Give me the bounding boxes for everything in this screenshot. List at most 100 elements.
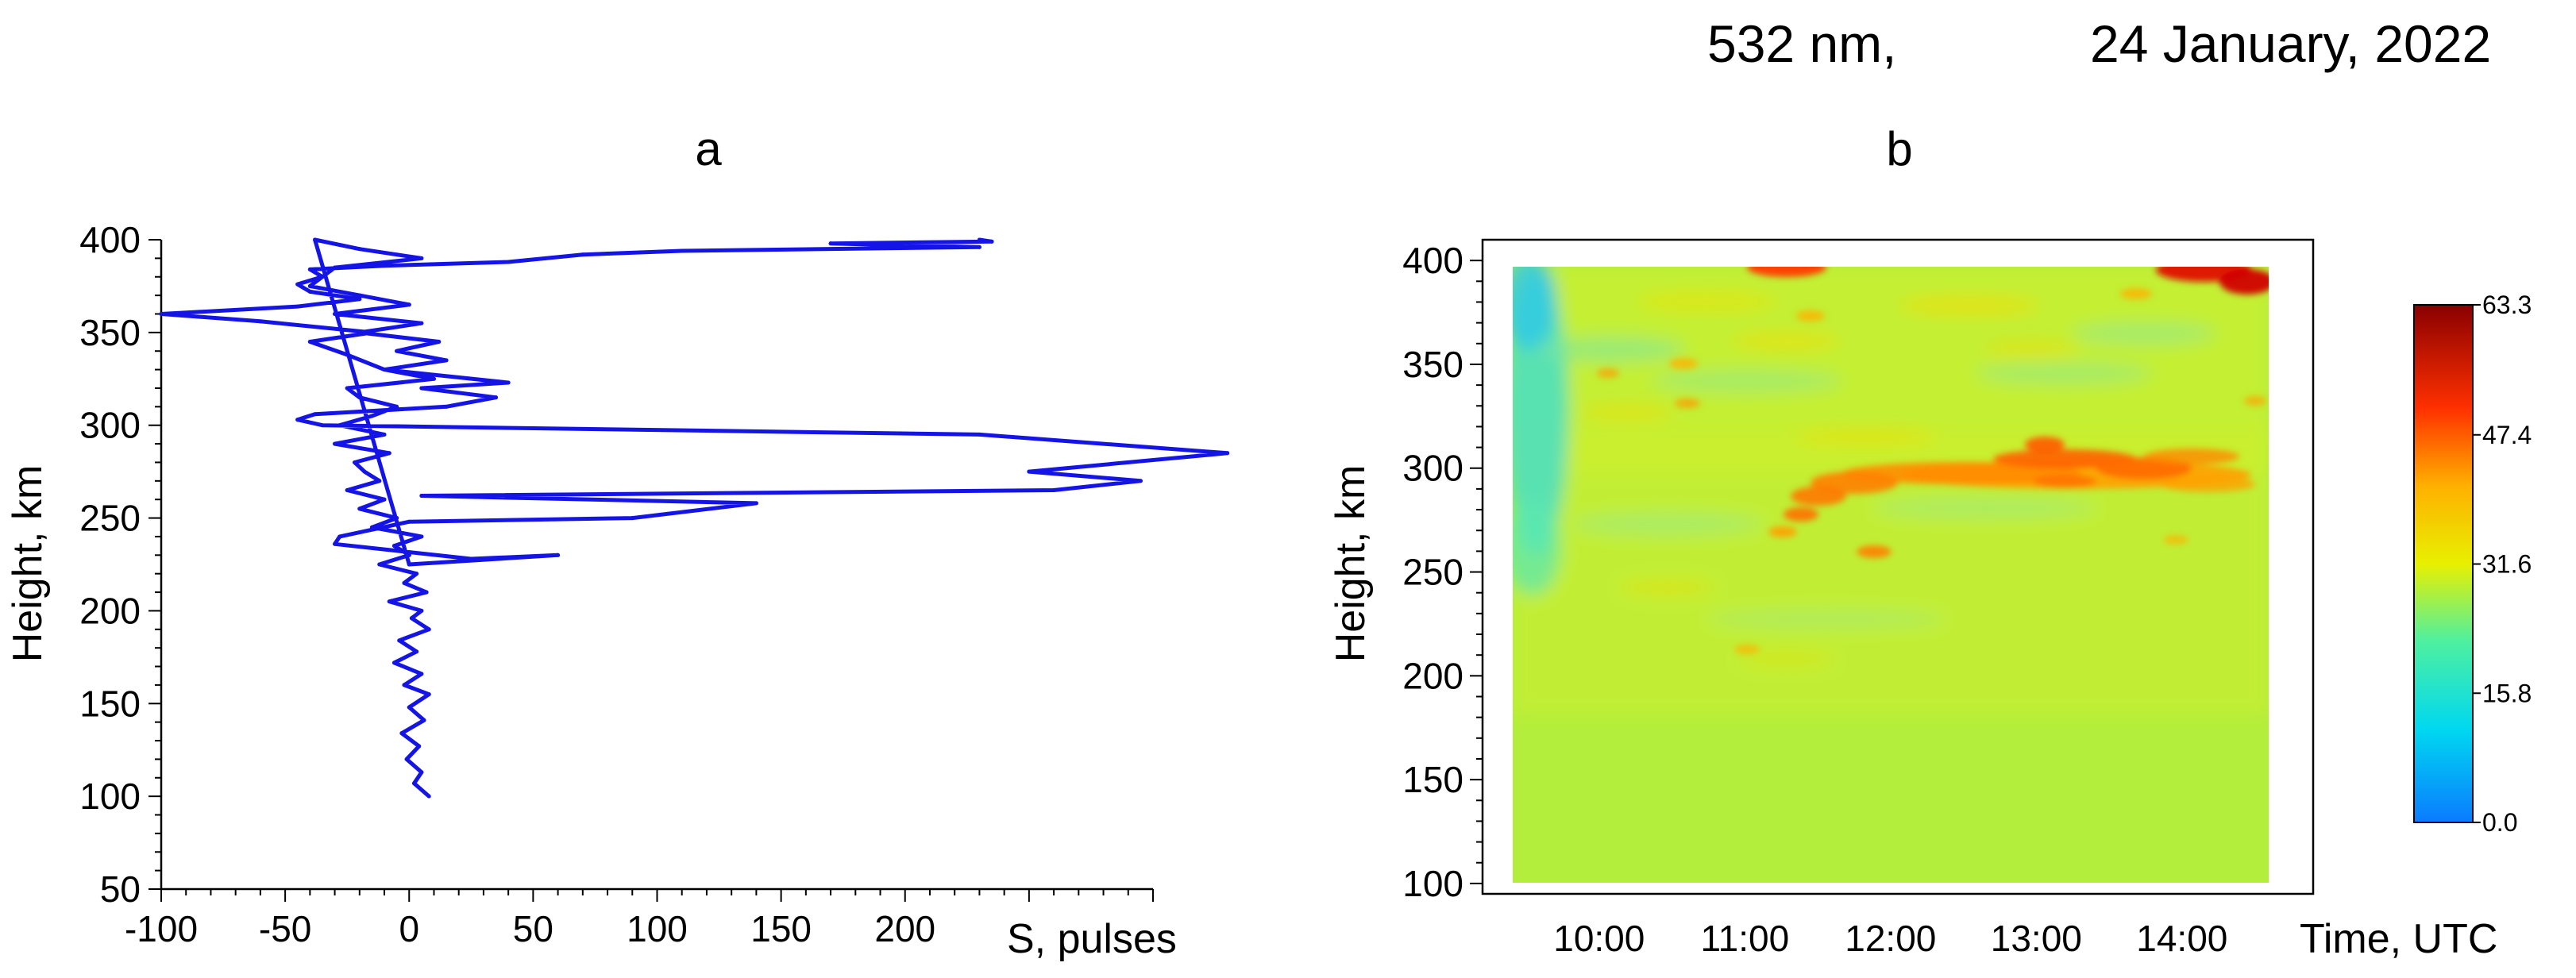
panel-b-y-tick-label: 400 xyxy=(1402,240,1463,281)
colorbar-tick-label: 15.8 xyxy=(2482,679,2532,707)
panel-a-data-point xyxy=(417,744,422,749)
panel-a-data-point xyxy=(409,616,414,621)
panel-a-data-point xyxy=(369,330,374,335)
panel-a-x-tick-label: 50 xyxy=(513,908,553,949)
panel-a-data-point xyxy=(556,553,561,557)
panel-a-label: a xyxy=(695,122,722,175)
panel-a-data-point xyxy=(494,395,499,400)
panel-b-x-tick-label: 13:00 xyxy=(1991,918,2082,959)
panel-a-data-point xyxy=(437,340,442,345)
panel-a-data-point xyxy=(1051,488,1056,493)
panel-a-data-point xyxy=(333,311,337,316)
panel-a-x-tick-label: -50 xyxy=(259,908,311,949)
panel-a-data-point xyxy=(357,330,362,335)
panel-b-x-tick-label: 12:00 xyxy=(1845,918,1936,959)
panel-a-data-point xyxy=(307,340,312,345)
panel-a-y-tick-label: 50 xyxy=(100,868,141,910)
panel-a-y-tick-label: 200 xyxy=(79,590,141,631)
panel-a-y-tick-label: 150 xyxy=(79,683,141,724)
panel-a-data-point xyxy=(407,562,411,567)
panel-a-data-point xyxy=(357,506,362,511)
panel-a-data-point xyxy=(258,319,263,324)
colorbar xyxy=(2413,304,2474,823)
panel-a-data-point xyxy=(295,418,300,422)
panel-b-heatmap: 100 150 200 250 300 350 400 10:00 11:00 12:00 13:… xyxy=(1328,238,2532,962)
panel-a-x-tick-label: -100 xyxy=(125,908,198,949)
panel-a-x-tick-label: 100 xyxy=(627,908,688,949)
colorbar-tick-label: 47.4 xyxy=(2482,421,2532,449)
panel-a-data-point xyxy=(307,283,312,288)
panel-a-data-point xyxy=(337,534,342,539)
panel-a-data-point xyxy=(307,289,312,294)
panel-a-data-point xyxy=(977,432,981,437)
panel-a-y-axis-label: Height, km xyxy=(5,465,51,663)
panel-a-data-point xyxy=(382,368,387,372)
panel-a-data-point xyxy=(407,553,411,557)
panel-a-data-point xyxy=(1225,451,1230,456)
panel-a-data-point xyxy=(407,519,411,524)
panel-a-data-point xyxy=(444,358,449,363)
panel-a-data-point xyxy=(353,460,357,464)
panel-a-data-point xyxy=(395,516,399,521)
panel-a-data-point xyxy=(506,260,511,264)
panel-a-data-point xyxy=(680,248,684,253)
panel-a-data-point xyxy=(424,590,429,595)
panel-b-x-tick-label: 11:00 xyxy=(1700,918,1789,959)
panel-a-data-point xyxy=(426,627,431,632)
panel-a-data-point xyxy=(426,692,431,697)
panel-a-data-point xyxy=(407,302,411,307)
panel-a-data-point xyxy=(580,252,585,257)
panel-b-x-tick-label: 10:00 xyxy=(1553,918,1645,959)
panel-a-data-point xyxy=(419,770,424,775)
panel-a-y-tick-label: 100 xyxy=(79,776,141,817)
panel-a-data-point xyxy=(411,781,416,786)
colorbar-tick-label: 31.6 xyxy=(2482,550,2532,579)
panel-a-data-point xyxy=(543,256,548,260)
panel-a-data-point xyxy=(402,683,407,687)
panel-a-data-point xyxy=(419,608,424,613)
heatmap-field xyxy=(1513,267,2269,883)
panel-b-y-tick-label: 150 xyxy=(1402,759,1463,800)
panel-a-data-point xyxy=(377,562,382,567)
panel-b-y-tick-label: 250 xyxy=(1402,552,1463,593)
panel-a-data-point xyxy=(345,488,349,493)
panel-a-data-point xyxy=(1027,469,1032,474)
panel-a-data-point xyxy=(395,404,399,409)
panel-a-data-point xyxy=(345,386,349,391)
panel-a-data-point xyxy=(345,352,349,357)
panel-b-y-tick-label: 350 xyxy=(1402,344,1463,385)
panel-a-data-point xyxy=(407,705,411,710)
panel-a-data-point xyxy=(357,395,362,400)
panel-a-y-tick-label: 350 xyxy=(79,312,141,353)
panel-b-y-tick-label: 200 xyxy=(1402,655,1463,696)
panel-a-data-point xyxy=(159,311,164,316)
panel-a-series-line xyxy=(159,237,1230,798)
panel-a-data-point xyxy=(357,293,362,298)
panel-a-data-point xyxy=(333,265,337,270)
panel-a-data-point xyxy=(362,469,367,474)
panel-a-data-point xyxy=(387,599,391,604)
panel-a-data-point xyxy=(444,404,449,409)
panel-a-data-point xyxy=(369,525,374,529)
panel-a-data-point xyxy=(989,239,994,244)
panel-a-x-tick-label: 0 xyxy=(399,908,419,949)
panel-a-data-point xyxy=(313,237,318,242)
date-label: 24 January, 2022 xyxy=(2090,14,2491,73)
panel-a-data-point xyxy=(382,264,387,268)
panel-a-data-point xyxy=(392,544,397,549)
panel-a-data-point xyxy=(419,494,424,499)
panel-a-data-point xyxy=(469,556,473,561)
panel-a-data-point xyxy=(307,267,312,271)
panel-a-data-point xyxy=(337,423,342,428)
panel-a-data-point xyxy=(320,423,325,428)
panel-a-x-axis-label: S, pulses xyxy=(1007,916,1177,962)
panel-a-data-point xyxy=(419,534,424,539)
panel-a-data-point xyxy=(320,275,325,279)
panel-a-x-tick-label: 200 xyxy=(874,908,935,949)
panel-a-data-point xyxy=(426,794,431,799)
panel-a-y-tick-label: 400 xyxy=(79,219,141,260)
panel-a-data-point xyxy=(506,380,511,385)
panel-a-data-point xyxy=(333,441,337,446)
panel-a-data-point xyxy=(828,241,833,246)
